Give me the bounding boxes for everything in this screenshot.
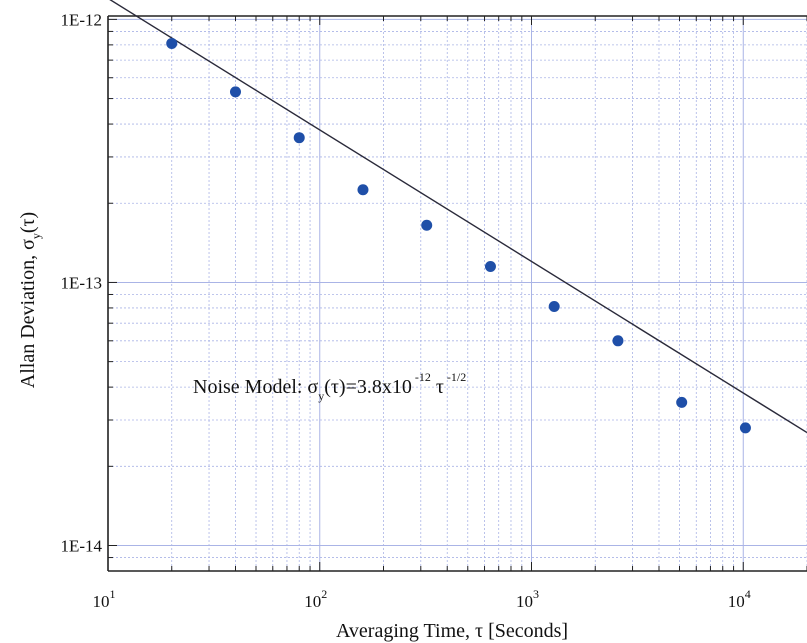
x-tick-label-base: 10 [516, 592, 533, 611]
data-point [484, 260, 496, 272]
y-axis-title-main: Allan Deviation, σ [17, 239, 39, 388]
x-tick-label: 104 [728, 587, 751, 611]
axis-ticks [107, 16, 807, 572]
annotation-mid: (τ)=3.8x10 [324, 376, 412, 398]
data-point [548, 301, 560, 313]
data-point [739, 422, 751, 434]
annotation-prefix: Noise Model: σ [193, 376, 318, 398]
data-point [229, 86, 241, 98]
x-tick-label-base: 10 [93, 592, 110, 611]
y-tick-label: 1E-14 [60, 537, 102, 556]
noise-model-line [109, 0, 807, 434]
annotation-sub: y [318, 389, 324, 403]
data-point [166, 37, 178, 49]
x-axis-title: Averaging Time, τ [Seconds] [336, 620, 568, 642]
data-point [676, 396, 688, 408]
y-tick-label: 1E-13 [60, 273, 102, 292]
annotation-tau: τ [436, 376, 444, 398]
data-point [421, 219, 433, 231]
x-tick-labels: 101 102 103 104 [93, 587, 751, 611]
noise-model-line-path [109, 0, 807, 434]
y-axis-title-sub: y [29, 233, 43, 239]
x-tick-label: 102 [304, 587, 327, 611]
data-points [166, 37, 751, 434]
data-point [357, 184, 369, 196]
annotation-exp1: -12 [415, 370, 431, 384]
x-tick-label-exp: 4 [745, 587, 751, 601]
noise-model-annotation: Noise Model: σy(τ)=3.8x10 -12 τ -1/2 [193, 370, 466, 403]
x-tick-label-exp: 3 [533, 587, 539, 601]
data-point [612, 335, 624, 347]
x-tick-label: 103 [516, 587, 539, 611]
x-tick-label-exp: 1 [110, 587, 116, 601]
x-tick-label-base: 10 [304, 592, 321, 611]
grid-lines [107, 16, 807, 572]
y-tick-label: 1E-12 [60, 10, 102, 29]
x-tick-label: 101 [93, 587, 116, 611]
x-tick-label-base: 10 [728, 592, 745, 611]
x-tick-label-exp: 2 [321, 587, 327, 601]
y-axis-title-tail: (τ) [17, 212, 39, 233]
annotation-exp2: -1/2 [447, 370, 466, 384]
y-tick-labels: 1E-12 1E-13 1E-14 [60, 10, 102, 555]
y-axis-title: Allan Deviation, σy(τ) [17, 212, 43, 388]
data-point [293, 132, 305, 144]
